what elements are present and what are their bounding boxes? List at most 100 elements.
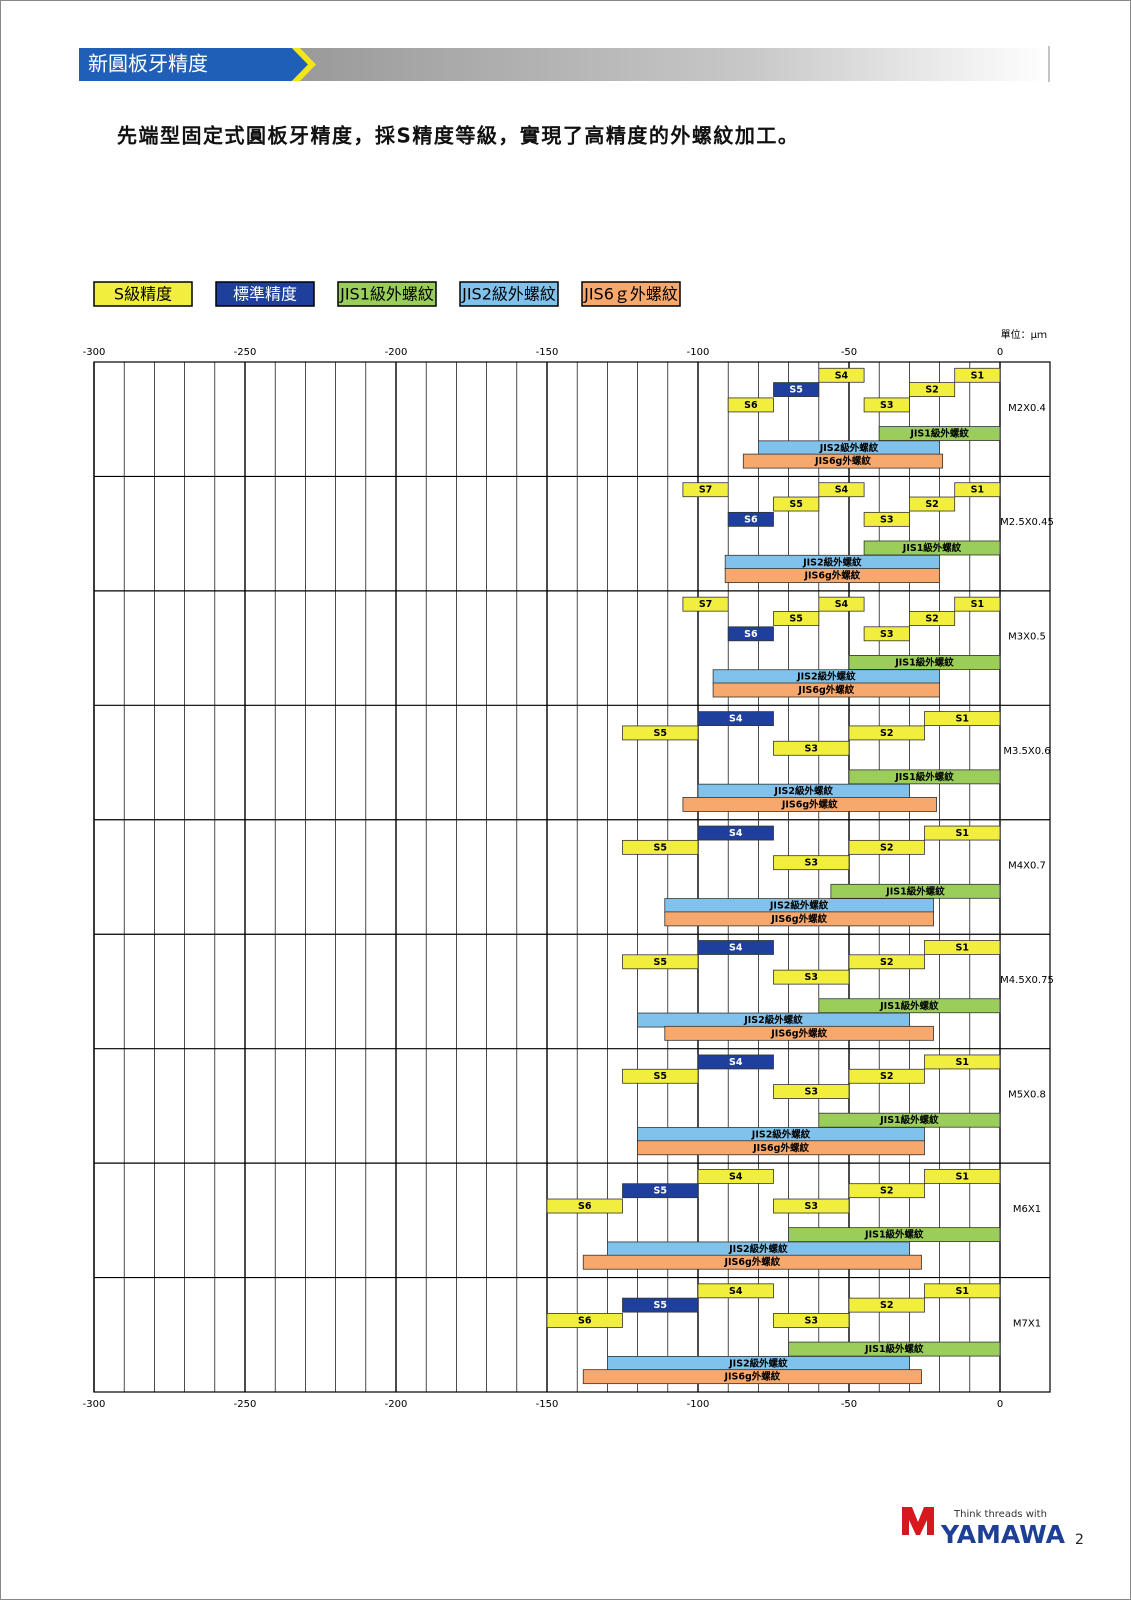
bar-label: JIS6g外螺紋 [797, 684, 854, 696]
bar-label: S2 [925, 385, 938, 396]
x-tick-label-bottom: -300 [83, 1399, 106, 1410]
bar-label: JIS2級外螺紋 [796, 671, 856, 683]
bar-label: JIS1級外螺紋 [879, 1114, 939, 1126]
range-bar [682, 596, 729, 612]
bar-label: S4 [835, 370, 849, 381]
range-bar [773, 496, 820, 512]
bar-label: S4 [729, 942, 743, 953]
bar-label: JIS2級外螺紋 [819, 442, 879, 454]
range-bar [924, 1283, 1001, 1299]
bar-label: S6 [744, 400, 758, 411]
bar-label: S3 [880, 514, 893, 525]
range-bar [863, 626, 910, 642]
range-bar [682, 482, 729, 498]
range-bar [954, 367, 1001, 383]
range-bar [848, 954, 925, 970]
range-bar [773, 855, 850, 871]
range-bar [622, 725, 699, 741]
range-bar [863, 511, 910, 527]
row-label: M5X0.8 [1008, 1089, 1046, 1100]
row-label: M7X1 [1013, 1318, 1041, 1329]
bar-label: S5 [654, 957, 667, 968]
range-bar [697, 1168, 774, 1184]
bar-label: JIS2級外螺紋 [751, 1129, 811, 1141]
range-bar [697, 940, 774, 955]
x-tick-label-top: 0 [997, 347, 1003, 358]
bar-label: JIS6g外螺紋 [770, 1027, 827, 1039]
row-label: M3.5X0.6 [1003, 746, 1050, 757]
bar-label: JIS6g外螺紋 [723, 1371, 780, 1383]
x-tick-label-top: -50 [841, 347, 857, 358]
row-label: M3X0.5 [1008, 632, 1046, 643]
x-tick-label-top: -100 [687, 347, 710, 358]
row-label: M2.5X0.45 [1000, 517, 1054, 528]
range-bar [909, 496, 956, 512]
bar-label: S5 [789, 499, 802, 510]
bar-label: JIS2級外螺紋 [773, 785, 833, 797]
bar-label: S4 [729, 1057, 743, 1068]
range-bar [863, 397, 910, 413]
range-bar [924, 825, 1001, 841]
bar-label: S3 [805, 858, 818, 869]
tagline: Think threads with [953, 1509, 1047, 1520]
bar-label: S3 [805, 1087, 818, 1098]
bar-label: S3 [805, 1315, 818, 1326]
x-tick-label-bottom: -150 [536, 1399, 559, 1410]
range-bar [773, 1084, 850, 1099]
range-bar [924, 940, 1001, 955]
bar-label: S6 [744, 629, 758, 640]
legend-swatch [459, 281, 559, 307]
legend-swatch [581, 281, 681, 307]
bar-label: S5 [654, 842, 667, 853]
bar-label: S3 [805, 1201, 818, 1212]
bar-label: JIS2級外螺紋 [728, 1243, 788, 1255]
header-band [300, 48, 1050, 81]
header-title: 新圓板牙精度 [88, 52, 208, 76]
bar-label: S3 [805, 743, 818, 754]
bar-label: S4 [729, 1171, 743, 1182]
row-label: M4.5X0.75 [1000, 975, 1054, 986]
bar-label: S1 [956, 1057, 969, 1068]
bar-label: S5 [654, 1071, 667, 1082]
range-bar [622, 1297, 699, 1313]
range-bar [582, 1369, 922, 1385]
range-bar [773, 611, 820, 626]
range-bar [848, 839, 925, 855]
bar-label: S3 [805, 972, 818, 983]
range-bar [954, 596, 1001, 612]
range-bar [546, 1313, 623, 1328]
bar-label: JIS2級外螺紋 [802, 556, 862, 568]
bar-label: S2 [880, 842, 893, 853]
range-bar [848, 769, 1001, 785]
bar-label: JIS1級外螺紋 [879, 1000, 939, 1012]
range-bar [818, 367, 865, 383]
range-bar [622, 954, 699, 970]
bar-label: JIS1級外螺紋 [909, 428, 969, 440]
range-bar [924, 1168, 1001, 1184]
legend-label: JIS1級外螺紋 [339, 285, 434, 304]
bar-label: JIS2級外螺紋 [769, 900, 829, 912]
range-bar [909, 382, 956, 397]
range-bar [848, 725, 925, 741]
bar-label: S6 [578, 1315, 592, 1326]
legend-swatch [215, 281, 315, 307]
range-bar [622, 1183, 699, 1199]
range-bar [727, 626, 774, 642]
page-number: 2 [1075, 1532, 1084, 1548]
range-bar [773, 740, 850, 756]
range-bar [848, 1297, 925, 1313]
range-bar [664, 1025, 934, 1041]
bar-label: S3 [880, 629, 893, 640]
x-tick-label-bottom: -200 [385, 1399, 408, 1410]
x-tick-label-bottom: 0 [997, 1399, 1003, 1410]
bar-label: S2 [880, 1300, 893, 1311]
range-bar [773, 382, 820, 397]
range-bar [724, 568, 940, 583]
legend-label: JIS2級外螺紋 [461, 285, 556, 304]
range-bar [924, 1054, 1001, 1070]
range-bar [924, 711, 1001, 727]
range-bar [546, 1198, 623, 1214]
bar-label: S2 [925, 499, 938, 510]
